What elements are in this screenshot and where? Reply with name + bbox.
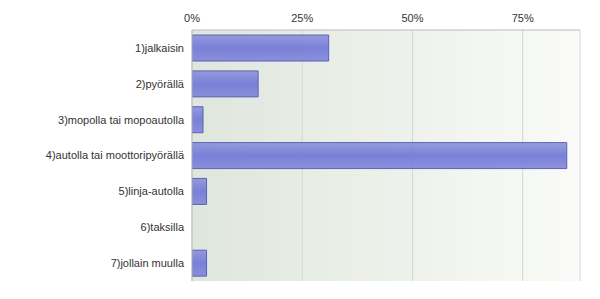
svg-text:50%: 50%: [401, 12, 423, 24]
svg-text:75%: 75%: [512, 12, 534, 24]
svg-text:7)jollain muulla: 7)jollain muulla: [111, 257, 185, 269]
svg-text:3)mopolla tai mopoautolla: 3)mopolla tai mopoautolla: [58, 114, 185, 126]
svg-text:5)linja-autolla: 5)linja-autolla: [119, 185, 185, 197]
svg-text:4)autolla tai moottoripyörällä: 4)autolla tai moottoripyörällä: [46, 149, 185, 161]
svg-text:6)taksilla: 6)taksilla: [141, 221, 185, 233]
svg-text:1)jalkaisin: 1)jalkaisin: [135, 42, 184, 54]
svg-text:0%: 0%: [184, 12, 200, 24]
svg-text:2)pyörällä: 2)pyörällä: [136, 78, 185, 90]
svg-text:25%: 25%: [291, 12, 313, 24]
